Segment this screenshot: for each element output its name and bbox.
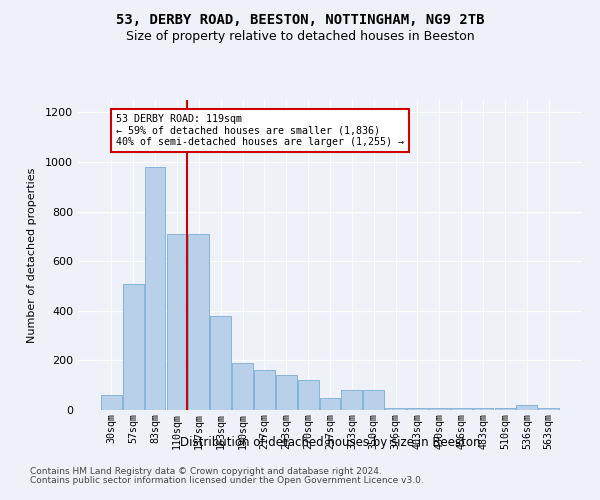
Text: Contains HM Land Registry data © Crown copyright and database right 2024.: Contains HM Land Registry data © Crown c… <box>30 467 382 476</box>
Bar <box>298 380 319 410</box>
Bar <box>210 316 231 410</box>
Bar <box>276 376 296 410</box>
Text: 53 DERBY ROAD: 119sqm
← 59% of detached houses are smaller (1,836)
40% of semi-d: 53 DERBY ROAD: 119sqm ← 59% of detached … <box>116 114 404 147</box>
Bar <box>320 398 340 410</box>
Bar <box>517 405 537 410</box>
Y-axis label: Number of detached properties: Number of detached properties <box>26 168 37 342</box>
Bar <box>364 390 384 410</box>
Bar <box>123 284 143 410</box>
Bar <box>188 234 209 410</box>
Bar <box>385 408 406 410</box>
Text: Size of property relative to detached houses in Beeston: Size of property relative to detached ho… <box>125 30 475 43</box>
Bar <box>473 408 493 410</box>
Bar <box>145 167 166 410</box>
Bar <box>254 370 275 410</box>
Bar <box>167 234 187 410</box>
Text: Contains public sector information licensed under the Open Government Licence v3: Contains public sector information licen… <box>30 476 424 485</box>
Bar <box>232 363 253 410</box>
Bar <box>341 390 362 410</box>
Bar <box>538 408 559 410</box>
Text: Distribution of detached houses by size in Beeston: Distribution of detached houses by size … <box>180 436 480 449</box>
Bar <box>429 408 450 410</box>
Bar <box>494 408 515 410</box>
Text: 53, DERBY ROAD, BEESTON, NOTTINGHAM, NG9 2TB: 53, DERBY ROAD, BEESTON, NOTTINGHAM, NG9… <box>116 12 484 26</box>
Bar <box>407 408 428 410</box>
Bar <box>101 395 122 410</box>
Bar <box>451 408 472 410</box>
